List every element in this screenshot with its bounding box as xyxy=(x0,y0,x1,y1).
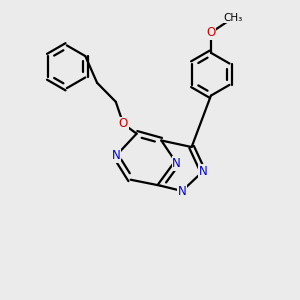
Text: O: O xyxy=(206,26,216,39)
Text: O: O xyxy=(118,117,128,130)
Text: N: N xyxy=(178,184,187,197)
Text: N: N xyxy=(199,165,207,178)
Text: N: N xyxy=(172,157,181,170)
Text: N: N xyxy=(111,149,120,162)
Text: CH₃: CH₃ xyxy=(224,13,243,23)
